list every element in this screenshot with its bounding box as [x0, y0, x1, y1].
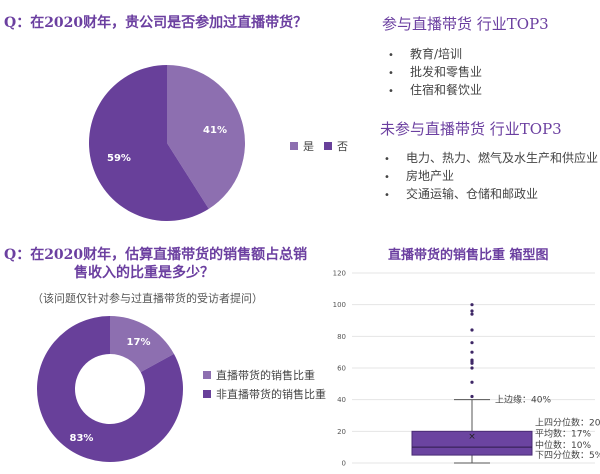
- pie1-legend: 是 否: [290, 138, 348, 154]
- legend-swatch-no: [324, 142, 332, 150]
- mean-marker: ×: [468, 432, 476, 442]
- legend-label-yes: 是: [303, 140, 314, 153]
- top3-joined-list: 教育/培训 批发和零售业 住宿和餐饮业: [388, 46, 482, 100]
- list-item: 电力、热力、燃气及水生产和供应业: [384, 150, 598, 168]
- boxplot-title: 直播带货的销售比重 箱型图: [388, 248, 549, 263]
- q2-title-line1: Q：在2020财年，估算直播带货的销售额占总销: [4, 247, 308, 263]
- annotation-q3: 上四分位数：20%: [535, 416, 600, 428]
- list-item: 批发和零售业: [388, 64, 482, 82]
- y-tick-label: 0: [342, 460, 346, 468]
- legend-label-no: 否: [337, 140, 348, 153]
- box: [411, 430, 533, 456]
- legend-swatch-yes: [290, 142, 298, 150]
- top3-not-joined-list: 电力、热力、燃气及水生产和供应业 房地产业 交通运输、仓储和邮政业: [384, 150, 598, 204]
- donut-legend-item-live: 直播带货的销售比重: [203, 367, 315, 383]
- legend-label: 非直播带货的销售比重: [216, 388, 326, 401]
- outlier-point: [470, 350, 474, 354]
- q2-note: （该问题仅针对参与过直播带货的受访者提问）: [32, 292, 263, 305]
- annotation-q1: 下四分位数：5%: [535, 449, 600, 461]
- outlier-point: [470, 341, 474, 345]
- y-tick-label: 80: [337, 333, 346, 341]
- outlier-point: [470, 328, 474, 332]
- outlier-point: [470, 394, 474, 399]
- list-item: 住宿和餐饮业: [388, 82, 482, 100]
- outlier-point: [470, 309, 474, 313]
- slice-label: 17%: [127, 337, 151, 348]
- list-item: 房地产业: [384, 168, 598, 186]
- y-tick-label: 40: [337, 396, 346, 404]
- outlier-point: [470, 303, 474, 307]
- slice-label: 41%: [203, 125, 227, 136]
- outlier-point: [470, 366, 474, 370]
- legend-label: 直播带货的销售比重: [216, 369, 315, 382]
- y-tick-label: 120: [333, 270, 346, 278]
- slice-1: [37, 316, 184, 463]
- annotation-median: 中位数：10%: [535, 439, 591, 451]
- legend-swatch: [203, 390, 211, 398]
- q1-title: Q：在2020财年，贵公司是否参加过直播带货？: [4, 15, 308, 31]
- annotation-upper-whisker: 上边缘：40%: [495, 394, 551, 406]
- slice-label: 59%: [107, 153, 131, 164]
- top3-not-joined-title: 未参与直播带货 行业TOP3: [380, 120, 562, 138]
- annotation-mean: 平均数：17%: [535, 427, 591, 439]
- outlier-point: [470, 358, 474, 362]
- list-item: 交通运输、仓储和邮政业: [384, 186, 598, 204]
- slice-label: 83%: [70, 433, 94, 444]
- outlier-point: [470, 312, 474, 316]
- slice-1: [88, 65, 209, 222]
- slice-0: [167, 65, 245, 209]
- q2-title-line2: 售收入的比重是多少？: [74, 265, 214, 281]
- y-tick-label: 20: [337, 428, 346, 436]
- legend-swatch: [203, 371, 211, 379]
- outlier-point: [470, 380, 474, 384]
- slice-0: [110, 316, 174, 373]
- list-item: 教育/培训: [388, 46, 482, 64]
- y-tick-label: 100: [333, 301, 346, 309]
- donut-legend-item-nonlive: 非直播带货的销售比重: [203, 386, 326, 402]
- top3-joined-title: 参与直播带货 行业TOP3: [382, 15, 549, 33]
- y-tick-label: 60: [337, 365, 346, 373]
